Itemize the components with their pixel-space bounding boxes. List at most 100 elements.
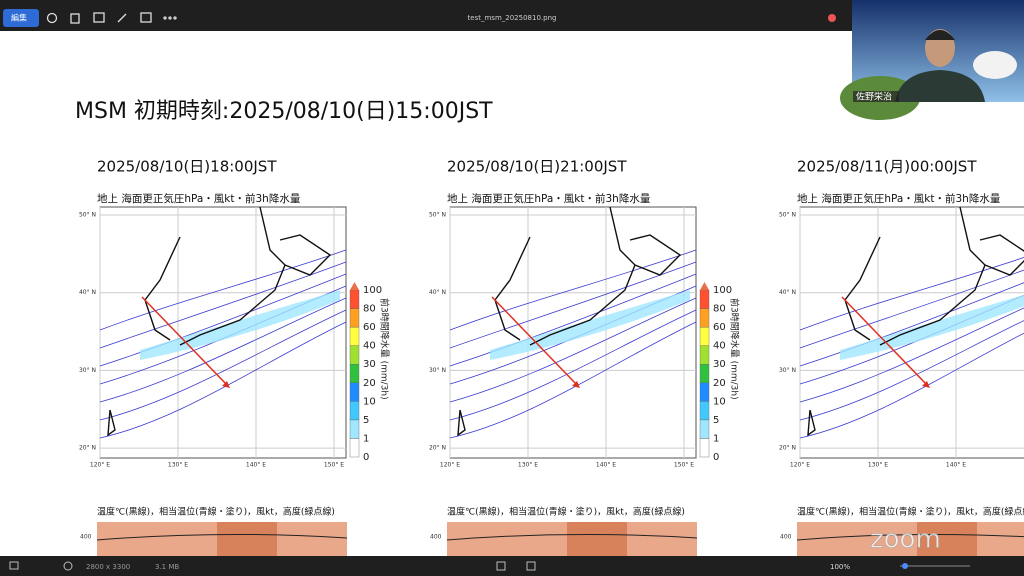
colorbar-label: 5 xyxy=(363,415,369,426)
track-arrow-head xyxy=(222,381,230,388)
section-axis-label: 400 xyxy=(80,534,92,541)
isobar xyxy=(799,257,1024,331)
app-icon[interactable] xyxy=(828,14,836,22)
isobar xyxy=(449,321,697,439)
panel-date: 2025/08/11(月)00:00JST xyxy=(797,158,977,176)
section-line xyxy=(96,533,348,541)
colorbar-label: 30 xyxy=(363,359,376,370)
colorbar-label: 60 xyxy=(363,322,376,333)
colorbar-title: 前3時間降水量 (mm/3h) xyxy=(379,298,391,400)
lon-label: 130° E xyxy=(518,462,538,469)
colorbar-segment xyxy=(349,345,360,365)
isobar xyxy=(99,249,347,331)
lat-label: 30° N xyxy=(779,367,796,374)
lat-label: 30° N xyxy=(79,367,96,374)
colorbar-label: 40 xyxy=(363,341,376,352)
section-band xyxy=(917,522,977,556)
colorbar-segment xyxy=(699,438,710,458)
zoom-level[interactable]: 100% xyxy=(830,563,850,571)
colorbar-tip xyxy=(700,282,709,290)
section-line xyxy=(446,533,698,541)
isobar xyxy=(449,249,697,331)
colorbar-segment xyxy=(699,401,710,421)
colorbar-label: 60 xyxy=(713,322,726,333)
isobar xyxy=(799,307,1024,403)
colorbar-segment xyxy=(699,308,710,328)
colorbar-label: 80 xyxy=(713,304,726,315)
page-title: MSM 初期時刻:2025/08/10(日)15:00JST xyxy=(75,99,493,124)
status-bar xyxy=(0,556,1024,576)
section-title: 温度℃(黒線)，相当温位(青線・塗り)，風kt，高度(緑点線) xyxy=(797,506,1024,518)
map-title: 地上 海面更正気圧hPa・風kt・前3h降水量 xyxy=(97,192,301,205)
precip xyxy=(140,290,340,360)
lon-label: 150° E xyxy=(674,462,694,469)
colorbar-segment xyxy=(349,382,360,402)
panel: 2025/08/10(日)18:00JST 地上 海面更正気圧hPa・風kt・前3… xyxy=(79,158,391,556)
isobar xyxy=(449,261,697,349)
isobar xyxy=(99,273,347,367)
edit-label[interactable]: 編集 xyxy=(11,13,27,23)
lat-label: 20° N xyxy=(429,445,446,452)
isobar xyxy=(99,261,347,349)
colorbar-label: 100 xyxy=(363,285,382,296)
map-title: 地上 海面更正気圧hPa・風kt・前3h降水量 xyxy=(797,192,1001,205)
track-arrow xyxy=(491,296,579,387)
lon-label: 140° E xyxy=(596,462,616,469)
colorbar-label: 1 xyxy=(363,433,369,444)
colorbar-segment xyxy=(699,419,710,439)
colorbar-label: 0 xyxy=(363,452,369,463)
colorbar-label: 30 xyxy=(713,359,726,370)
webcam: 佐野栄治 xyxy=(840,0,1024,120)
colorbar-label: 10 xyxy=(363,396,376,407)
lon-label: 140° E xyxy=(946,462,966,469)
colorbar-label: 10 xyxy=(713,396,726,407)
lon-label: 120° E xyxy=(440,462,460,469)
colorbar-segment xyxy=(349,401,360,421)
lon-label: 140° E xyxy=(246,462,266,469)
lat-label: 40° N xyxy=(429,289,446,296)
colorbar-segment xyxy=(699,364,710,383)
colorbar-segment xyxy=(349,308,360,328)
lon-label: 120° E xyxy=(90,462,110,469)
colorbar-label: 1 xyxy=(713,433,719,444)
isobar xyxy=(449,273,697,367)
status-icons[interactable] xyxy=(9,561,536,571)
lat-label: 50° N xyxy=(429,212,446,219)
section-axis-label: 400 xyxy=(430,534,442,541)
edit-button[interactable] xyxy=(3,9,39,27)
section-band xyxy=(567,522,627,556)
lat-label: 50° N xyxy=(779,212,796,219)
toolbar-icons[interactable] xyxy=(46,12,177,24)
isobar xyxy=(99,309,347,421)
colorbar-segment xyxy=(699,345,710,365)
colorbar-tip xyxy=(350,282,359,290)
colorbar-segment xyxy=(349,364,360,383)
isobar xyxy=(99,297,347,403)
isobar xyxy=(799,282,1024,367)
colorbar-segment xyxy=(349,326,360,346)
section-title: 温度℃(黒線)，相当温位(青線・塗り)，風kt，高度(緑点線) xyxy=(447,506,685,518)
track-arrow-head xyxy=(572,381,580,388)
isobar xyxy=(799,269,1024,349)
track-arrow xyxy=(141,296,229,387)
zoom-thumb[interactable] xyxy=(902,563,908,569)
file-name: test_msm_20250810.png xyxy=(468,14,557,22)
track-arrow xyxy=(841,296,929,387)
panel-date: 2025/08/10(日)18:00JST xyxy=(97,158,277,176)
isobar xyxy=(449,309,697,421)
lon-label: 130° E xyxy=(868,462,888,469)
section-band xyxy=(217,522,277,556)
panel-date: 2025/08/10(日)21:00JST xyxy=(447,158,627,176)
colorbar-segment xyxy=(349,289,360,309)
colorbar-label: 40 xyxy=(713,341,726,352)
isobar xyxy=(799,320,1024,421)
isobar xyxy=(449,297,697,403)
colorbar-label: 100 xyxy=(713,285,732,296)
lat-label: 20° N xyxy=(79,445,96,452)
isobar xyxy=(99,321,347,439)
isobar xyxy=(799,332,1024,439)
lon-label: 150° E xyxy=(324,462,344,469)
participant-name: 佐野栄治 xyxy=(856,91,892,103)
precip xyxy=(490,290,690,360)
